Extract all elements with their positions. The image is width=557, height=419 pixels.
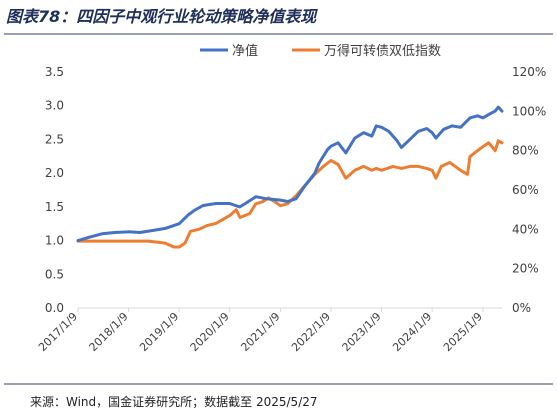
x-tick-label: 2025/1/9: [441, 310, 485, 354]
y-right-tick-label: 60%: [512, 183, 539, 197]
y-right-tick-label: 100%: [512, 104, 546, 118]
y-right-tick-label: 0%: [512, 301, 531, 315]
y-left-tick-label: 3.0: [45, 99, 64, 113]
series-line-1: [76, 105, 504, 243]
x-tick-label: 2021/1/9: [238, 310, 282, 354]
x-tick-label: 2019/1/9: [137, 310, 181, 354]
legend: 净值 万得可转债双低指数: [200, 43, 441, 59]
chart-title: 图表78：四因子中观行业轮动策略净值表现: [6, 7, 318, 26]
x-tick-label: 2023/1/9: [340, 310, 384, 354]
y-right-tick-label: 40%: [512, 222, 539, 236]
x-tick-label: 2022/1/9: [289, 310, 333, 354]
legend-label-2: 万得可转债双低指数: [324, 43, 441, 59]
x-tick-label: 2017/1/9: [36, 310, 80, 354]
x-tick-label: 2020/1/9: [188, 310, 232, 354]
source-note: 来源：Wind，国金证券研究所；数据截至 2025/5/27: [30, 394, 318, 409]
series-line-2: [76, 139, 504, 249]
y-right-tick-label: 80%: [512, 144, 539, 158]
x-axis-ticks: 2017/1/9 2018/1/9 2019/1/9 2020/1/9 2021/1/9…: [36, 308, 485, 354]
y-left-tick-label: 2.0: [45, 166, 64, 180]
legend-label-1: 净值: [232, 43, 258, 59]
y-right-tick-label: 120%: [512, 65, 546, 79]
y-right-tick-label: 20%: [512, 262, 539, 276]
y-left-tick-label: 1.0: [45, 234, 64, 248]
y-left-tick-label: 0.5: [45, 267, 64, 281]
x-tick-label: 2018/1/9: [87, 310, 131, 354]
x-tick-label: 2024/1/9: [390, 310, 434, 354]
series-layer: [76, 105, 504, 249]
y-left-tick-label: 2.5: [45, 132, 64, 146]
y-left-tick-label: 1.5: [45, 200, 64, 214]
y-left-tick-label: 0.0: [45, 301, 64, 315]
y-axis-right-ticks: 0% 20% 40% 60% 80% 100% 120%: [512, 65, 546, 315]
y-left-tick-label: 3.5: [45, 65, 64, 79]
y-axis-left-ticks: 0.0 0.5 1.0 1.5 2.0 2.5 3.0 3.5: [45, 65, 64, 315]
